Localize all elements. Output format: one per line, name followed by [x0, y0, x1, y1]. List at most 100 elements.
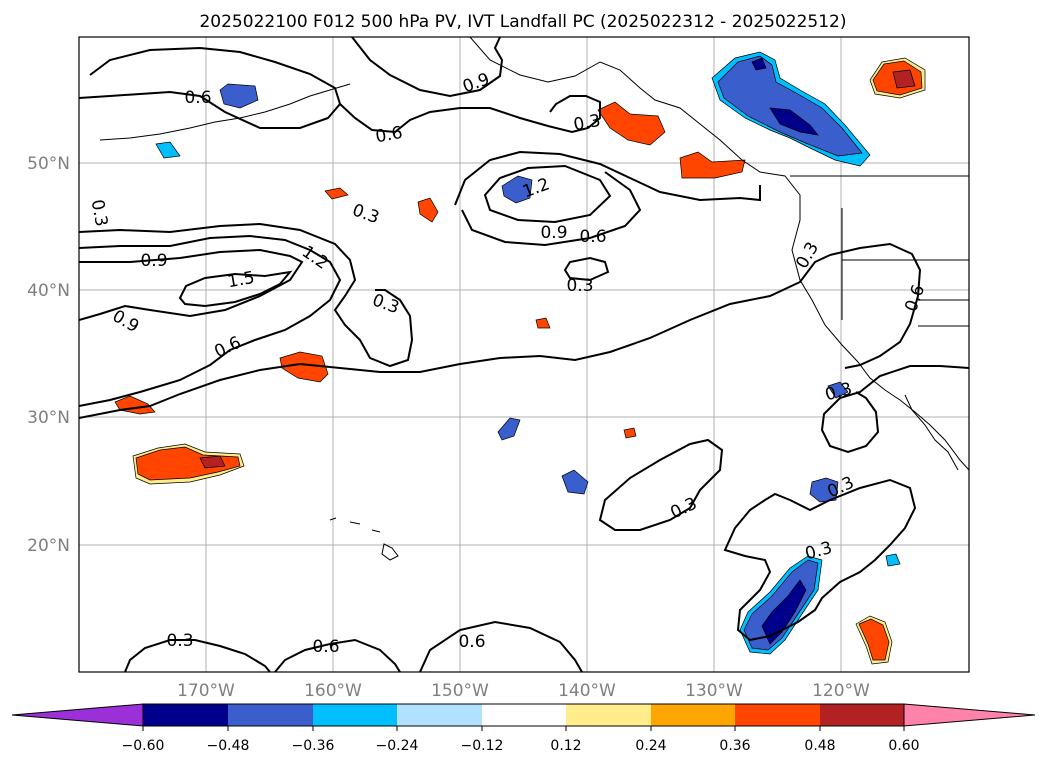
negative-anomaly-region [827, 381, 849, 399]
pv-contour-line [723, 478, 917, 642]
pv-contour-line [79, 248, 304, 321]
pv-contour-line [178, 270, 293, 308]
longitude-axis: 170°W 160°W 150°W 140°W 130°W 120°W [177, 681, 870, 701]
contour-label: 0.3 [572, 111, 602, 135]
negative-anomaly-region [769, 107, 819, 136]
colorbar-segment [482, 704, 566, 726]
contour-label: 0.6 [579, 227, 606, 247]
positive-anomaly-region [679, 151, 746, 179]
pv-contour-line [79, 222, 414, 368]
colorbar-tick-label: −0.24 [376, 738, 419, 754]
positive-anomaly-region [623, 427, 637, 439]
alaska-coastline [469, 37, 969, 471]
pv-contour-line [419, 620, 583, 672]
contour-label: 0.3 [566, 276, 593, 296]
contour-label: 0.3 [87, 198, 111, 228]
lon-label: 160°W [304, 681, 362, 701]
latitude-axis: 50°N 40°N 30°N 20°N [27, 154, 70, 556]
pv-contour-line [79, 46, 342, 129]
colorbar-tick-label: 0.36 [719, 738, 750, 754]
colorbar-segment [735, 704, 820, 726]
lon-label: 140°W [558, 681, 616, 701]
colorbar-tick-label: −0.36 [292, 738, 335, 754]
colorbar-tick-label: −0.12 [461, 738, 504, 754]
pv-contour-line [829, 242, 922, 369]
positive-anomaly-region [858, 618, 890, 661]
baja-california-coastline [904, 394, 959, 471]
pv-contour-line [483, 164, 612, 224]
colorbar-segment [820, 704, 904, 726]
pv-contour-line [461, 171, 642, 247]
pv-contour-line [820, 365, 969, 454]
colorbar-segment [143, 704, 228, 726]
contour-label: 0.6 [374, 123, 404, 147]
map-panel: 0.6 0.9 0.6 0.3 0.3 1.2 0.9 0.6 0.3 0.9 … [78, 36, 970, 673]
ivt-shading [114, 51, 926, 665]
colorbar-tick-label: −0.60 [122, 738, 165, 754]
pv-contour-line [454, 150, 761, 206]
contour-label: 0.6 [458, 632, 485, 652]
negative-anomaly-region [219, 83, 259, 109]
negative-anomaly-region [561, 469, 589, 495]
positive-anomaly-region [279, 351, 329, 383]
pv-contour-line [274, 638, 401, 672]
negative-anomaly-region [155, 141, 181, 159]
lat-label: 30°N [27, 408, 70, 428]
negative-anomaly-region [751, 57, 767, 71]
pv-contour-line [124, 639, 271, 672]
negative-anomaly-region [717, 55, 863, 157]
contour-label: 0.9 [140, 251, 167, 271]
map-frame [78, 36, 970, 673]
lon-label: 150°W [431, 681, 489, 701]
pv-contour-line [339, 95, 601, 134]
colorbar-tick-label: 0.60 [888, 738, 919, 754]
negative-anomaly-region [761, 579, 807, 645]
lon-label: 170°W [177, 681, 235, 701]
lon-label: 130°W [685, 681, 743, 701]
positive-anomaly-region [892, 69, 916, 89]
positive-anomaly-region [535, 317, 551, 329]
negative-anomaly-region [885, 553, 901, 567]
contour-label: 0.6 [184, 88, 211, 108]
colorbar-tick-label: −0.48 [207, 738, 250, 754]
colorbar-segment [651, 704, 735, 726]
colorbar-tick-label: 0.48 [804, 738, 835, 754]
colorbar-segment [313, 704, 397, 726]
positive-anomaly-region [324, 187, 349, 200]
negative-anomaly-region [497, 417, 521, 441]
contour-label: 1.5 [226, 268, 256, 292]
negative-anomaly-region [501, 175, 533, 204]
contour-label: 0.9 [540, 223, 567, 243]
pv-contours [79, 37, 969, 672]
lat-label: 50°N [27, 154, 70, 174]
negative-anomaly-region [809, 477, 839, 503]
colorbar-tick-label: 0.12 [550, 738, 581, 754]
graticule [79, 37, 969, 672]
lat-label: 20°N [27, 536, 70, 556]
coastlines [99, 37, 969, 561]
lon-label: 120°W [812, 681, 870, 701]
positive-anomaly-region [135, 446, 241, 481]
colorbar-extend-min [11, 703, 144, 727]
pv-contour-line [79, 254, 831, 419]
pv-contour-line [79, 234, 342, 407]
contour-label: 0.6 [312, 637, 339, 657]
contour-label: 0.3 [166, 631, 193, 651]
colorbar: −0.60 −0.48 −0.36 −0.24 −0.12 0.12 0.24 … [11, 703, 1036, 754]
state-borders [790, 175, 969, 327]
positive-anomaly-region [199, 455, 226, 469]
positive-anomaly-region [597, 101, 666, 146]
positive-anomaly-region [417, 197, 439, 223]
colorbar-segment [566, 704, 651, 726]
figure-title: 2025022100 F012 500 hPa PV, IVT Landfall… [199, 12, 846, 32]
colorbar-frame [142, 703, 905, 727]
colorbar-segment [397, 704, 482, 726]
lat-label: 40°N [27, 281, 70, 301]
pv-contour-line [598, 438, 724, 531]
pv-contour-line [563, 256, 610, 282]
colorbar-tick-label: 0.24 [635, 738, 666, 754]
colorbar-extend-max [903, 703, 1036, 727]
colorbar-segment [228, 704, 313, 726]
hawaii-islands [329, 517, 399, 561]
